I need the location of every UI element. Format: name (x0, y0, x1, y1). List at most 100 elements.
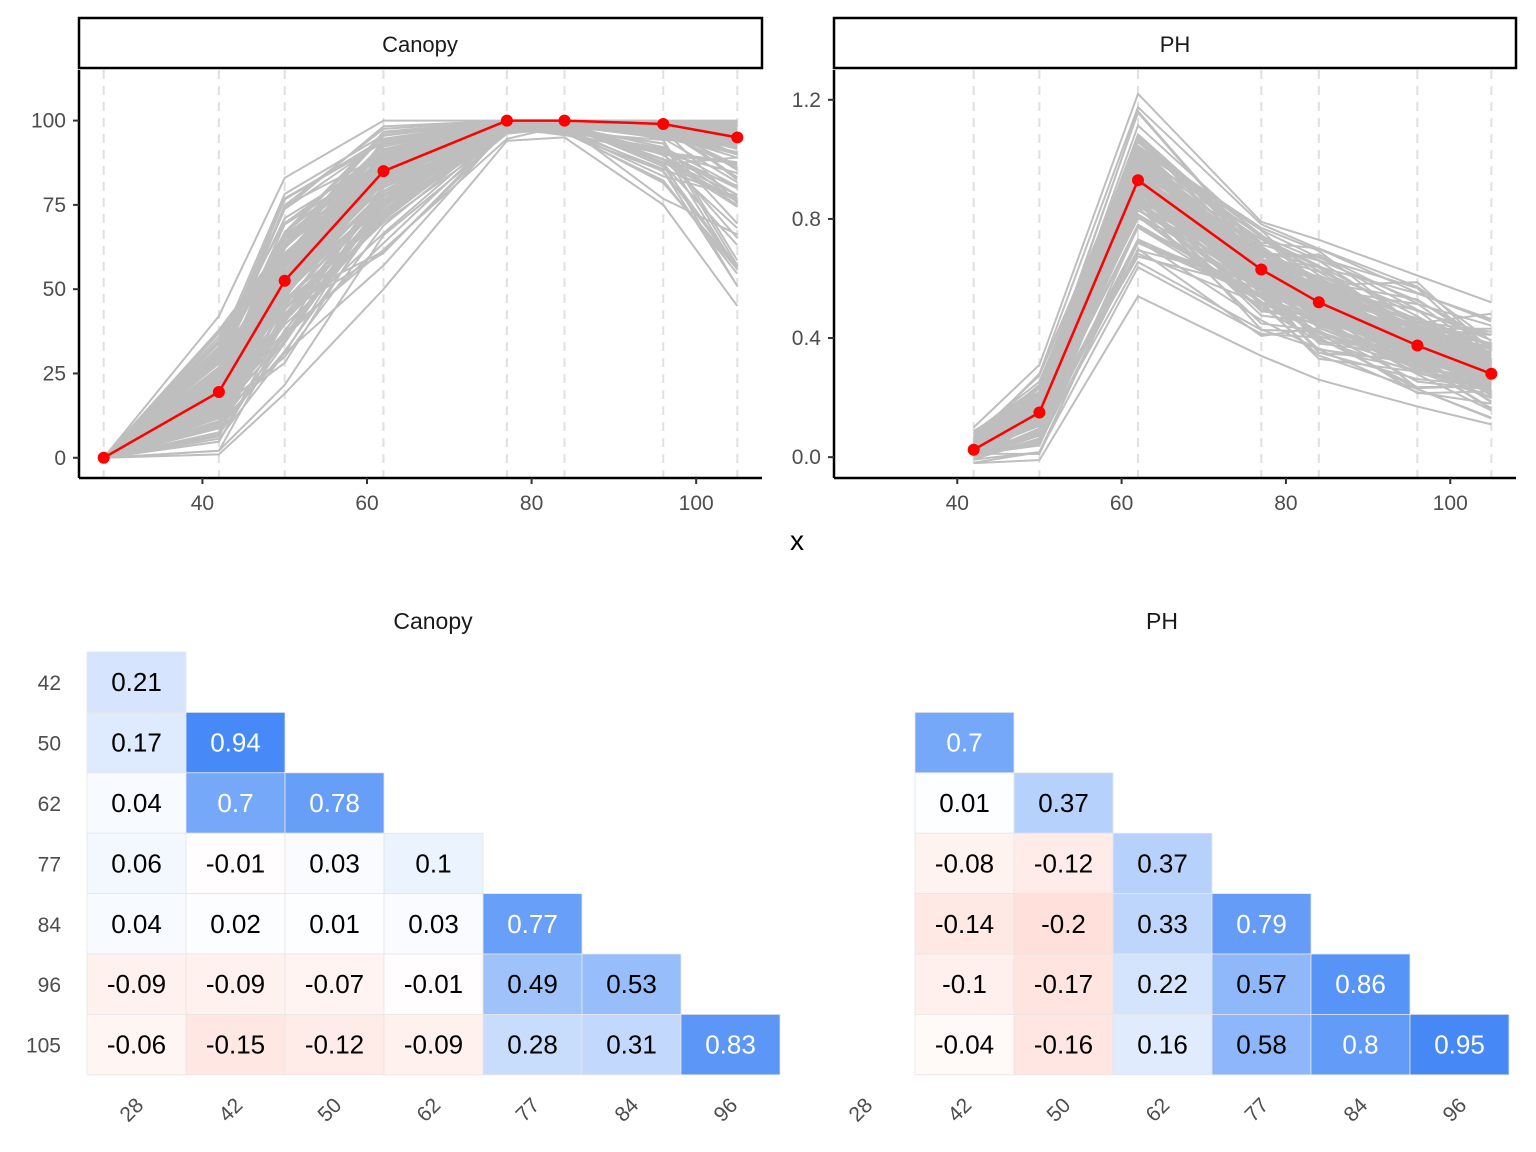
ph-background-line (973, 241, 1492, 461)
ph-mean-point (967, 443, 980, 456)
canopy-heatmap-value: -0.09 (404, 1030, 463, 1060)
canopy-heatmap-cell (581, 953, 682, 1015)
ph-mean-series (967, 174, 1498, 456)
canopy-heatmap-row-label: 77 (38, 853, 61, 876)
ph-heatmap-cell (1013, 893, 1114, 955)
ph-heatmap-value: -0.1 (942, 969, 987, 999)
ph-heatmap-cell (914, 1014, 1015, 1076)
canopy-heatmap-value: 0.21 (111, 667, 162, 697)
ph-y-tick-label: 0.4 (792, 327, 822, 350)
ph-heatmap-value: 0.57 (1236, 969, 1287, 999)
ph-heatmap-value: 0.79 (1236, 909, 1287, 939)
canopy-heatmap-value: 0.7 (217, 788, 253, 818)
ph-heatmap-value: 0.37 (1038, 788, 1089, 818)
canopy-strip-label: Canopy (382, 32, 458, 57)
canopy-heatmap-title: Canopy (393, 608, 473, 634)
canopy-mean-line (103, 119, 738, 459)
canopy-heatmap-value: -0.01 (206, 848, 265, 878)
ph-heatmap-cell (1112, 1014, 1213, 1076)
canopy-heatmap-cell (284, 893, 385, 955)
ph-heatmap-value: 0.58 (1236, 1030, 1287, 1060)
canopy-heatmap-value: -0.15 (206, 1030, 265, 1060)
canopy-mean-point (278, 274, 291, 287)
canopy-heatmap-value: 0.03 (408, 909, 459, 939)
ph-x-tick-label: 100 (1433, 492, 1468, 515)
canopy-heatmap-cell (383, 893, 484, 955)
ph-heatmap-cell (1013, 1014, 1114, 1076)
canopy-heatmap-cell (581, 1014, 682, 1076)
ph-heatmap-cell (1310, 953, 1411, 1015)
ph-heatmap-cell (1112, 832, 1213, 895)
canopy-heatmap-cell (185, 832, 286, 895)
ph-heatmap-cell (914, 893, 1015, 955)
ph-x-tick-label: 80 (1274, 492, 1297, 515)
canopy-mean-point (97, 451, 110, 464)
canopy-heatmap-cell (86, 712, 187, 774)
canopy-heatmap-value: -0.12 (305, 1030, 364, 1060)
ph-heatmap-title: PH (1146, 608, 1178, 634)
ph-heatmap-cell (1211, 1014, 1312, 1076)
ph-background-line (973, 197, 1492, 452)
canopy-x-tick-label: 80 (520, 492, 543, 515)
canopy-y-tick-label: 75 (43, 194, 66, 217)
ph-heatmap-value: 0.22 (1137, 969, 1188, 999)
ph-heatmap-cell (914, 712, 1015, 774)
ph-background-line (973, 157, 1492, 444)
canopy-heatmap-value: 0.94 (210, 728, 261, 758)
canopy-heatmap-value: 0.04 (111, 909, 162, 939)
canopy-heatmap-value: -0.01 (404, 969, 463, 999)
canopy-mean-point (212, 386, 225, 399)
ph-envelope-min (973, 295, 1492, 465)
canopy-heatmap-cell (185, 893, 286, 955)
canopy-background-line (103, 124, 739, 459)
canopy-mean-point (731, 131, 744, 144)
canopy-heatmap-cell (284, 953, 385, 1015)
ph-strip (832, 16, 1518, 70)
canopy-heatmap: Canopy 0.21 0.17 0.94 0.04 0.7 0.78 0.06 -0.01 0… (26, 608, 781, 1127)
canopy-heatmap-value: -0.09 (206, 969, 265, 999)
ph-heatmap-cell (914, 953, 1015, 1015)
canopy-background-line (103, 124, 738, 459)
ph-heatmap-cell (914, 832, 1015, 895)
canopy-heatmap-value: 0.1 (415, 848, 451, 878)
canopy-background-line (103, 121, 739, 459)
canopy-heatmap-row-label: 62 (38, 793, 61, 816)
canopy-heatmap-cell (185, 953, 286, 1015)
ph-heatmap-value: 0.33 (1137, 909, 1188, 939)
canopy-heatmap-value: 0.06 (111, 848, 162, 878)
canopy-heatmap-value: 0.53 (606, 969, 657, 999)
canopy-heatmap-cell (284, 772, 385, 834)
ph-y-tick-label: 0.8 (792, 208, 821, 231)
canopy-mean-point (377, 165, 390, 178)
canopy-x-tick-label: 40 (191, 492, 214, 515)
ph-heatmap: PH 0.7 0.01 0.37 -0.08 -0.12 0.37 -0.14 -0.2 0.3… (845, 608, 1510, 1127)
canopy-heatmap-row-label: 105 (26, 1035, 61, 1058)
ph-y-tick-label: 1.2 (792, 89, 821, 112)
canopy-heatmap-cell (284, 1014, 385, 1076)
canopy-heatmap-cell (383, 832, 484, 895)
ph-background-line (973, 205, 1492, 460)
canopy-heatmap-cell (86, 772, 187, 834)
canopy-heatmap-cell (482, 953, 583, 1015)
ph-background-line (972, 144, 1492, 443)
ph-heatmap-value: 0.7 (946, 728, 982, 758)
ph-background-line (973, 140, 1492, 438)
canopy-background-line (103, 123, 739, 459)
ph-heatmap-value: 0.01 (939, 788, 990, 818)
canopy-line-panel: Canopy 0 25 50 75 100 40 60 80 100 (31, 16, 764, 515)
canopy-envelope-min (103, 136, 739, 459)
canopy-heatmap-value: 0.02 (210, 909, 261, 939)
canopy-x-tick-label: 100 (679, 492, 714, 515)
canopy-heatmap-cell (86, 953, 187, 1015)
ph-heatmap-value: 0.8 (1342, 1030, 1378, 1060)
canopy-heatmap-value: 0.49 (507, 969, 558, 999)
ph-heatmap-value: -0.04 (935, 1030, 994, 1060)
ph-envelope-max (973, 91, 1492, 429)
canopy-background-line (103, 121, 738, 459)
ph-mean-point (1312, 296, 1325, 309)
canopy-y-tick-label: 25 (43, 362, 66, 385)
canopy-heatmap-cell (383, 953, 484, 1015)
x-axis-title: x (790, 525, 804, 556)
canopy-heatmap-row-label: 50 (38, 733, 61, 756)
canopy-heatmap-value: 0.01 (309, 909, 360, 939)
